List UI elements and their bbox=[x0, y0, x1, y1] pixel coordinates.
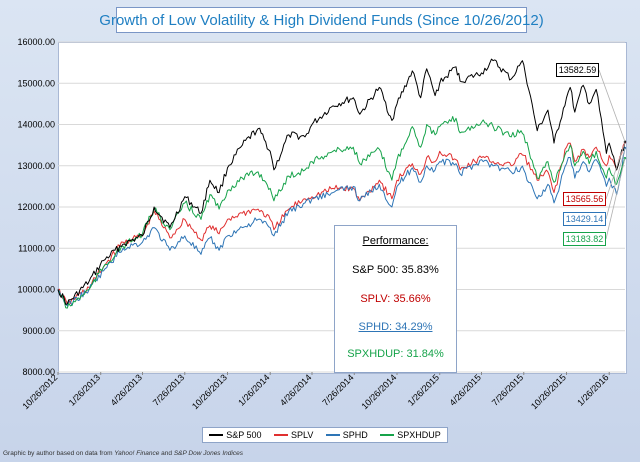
performance-sphd: SPHD: 34.29% bbox=[358, 321, 433, 333]
y-tick-label: 8000.00 bbox=[22, 367, 55, 377]
end-label-sphd-text: 13429.14 bbox=[565, 214, 604, 224]
y-tick-label: 9000.00 bbox=[22, 326, 55, 336]
x-tick-label: 4/26/2015 bbox=[448, 372, 483, 407]
legend-swatch-sphd bbox=[325, 434, 340, 436]
legend-swatch-sp500 bbox=[209, 434, 224, 436]
source-prefix: Graphic by author based on data from bbox=[3, 450, 115, 457]
legend-label-splv: SPLV bbox=[291, 430, 314, 440]
legend-item-sp500: S&P 500 bbox=[209, 430, 262, 440]
performance-splv: SPLV: 35.66% bbox=[360, 293, 431, 305]
x-tick-label: 10/26/2013 bbox=[190, 372, 229, 411]
y-tick-label: 13000.00 bbox=[17, 161, 55, 171]
source-spdj: S&P Dow Jones Indices bbox=[173, 450, 243, 457]
y-tick-label: 16000.00 bbox=[17, 37, 55, 47]
x-tick-label: 10/26/2015 bbox=[529, 372, 568, 411]
leader-line bbox=[598, 69, 626, 142]
leader-line bbox=[605, 142, 626, 200]
series-line-sp500 bbox=[57, 58, 626, 305]
legend-item-splv: SPLV bbox=[274, 430, 313, 440]
x-tick-label: 1/26/2015 bbox=[406, 372, 441, 407]
end-label-sphd: 13429.14 bbox=[563, 212, 606, 226]
y-tick-label: 10000.00 bbox=[17, 285, 55, 295]
x-tick-label: 10/26/2012 bbox=[20, 372, 59, 411]
legend-swatch-splv bbox=[274, 434, 288, 436]
leader-line bbox=[605, 158, 626, 240]
y-tick-label: 14000.00 bbox=[17, 120, 55, 130]
end-label-spxhdup-text: 13183.82 bbox=[565, 234, 604, 244]
leader-line bbox=[605, 147, 626, 220]
x-tick-label: 7/26/2014 bbox=[320, 372, 355, 407]
legend-label-sphd: SPHD bbox=[342, 430, 368, 440]
x-tick-label: 1/26/2016 bbox=[575, 372, 610, 407]
x-tick-label: 1/26/2014 bbox=[236, 372, 271, 407]
performance-title: Performance: bbox=[362, 235, 429, 247]
legend-item-spxhdup: SPXHDUP bbox=[380, 430, 441, 440]
source-and: and bbox=[159, 450, 174, 457]
x-tick-label: 1/26/2013 bbox=[67, 372, 102, 407]
end-label-sp500-text: 13582.59 bbox=[558, 65, 597, 75]
performance-sp500: S&P 500: 35.83% bbox=[352, 264, 439, 276]
end-label-spxhdup: 13183.82 bbox=[563, 232, 606, 246]
x-tick-label: 7/26/2013 bbox=[151, 372, 186, 407]
y-tick-label: 11000.00 bbox=[18, 243, 55, 253]
source-note: Graphic by author based on data from Yah… bbox=[3, 450, 243, 457]
end-label-splv: 13565.56 bbox=[563, 192, 606, 206]
legend-label-sp500: S&P 500 bbox=[226, 430, 262, 440]
end-label-sp500: 13582.59 bbox=[556, 63, 599, 77]
legend-label-spxhdup: SPXHDUP bbox=[397, 430, 441, 440]
y-tick-label: 12000.00 bbox=[17, 202, 55, 212]
series-line-sphd bbox=[57, 147, 626, 307]
x-tick-label: 4/26/2013 bbox=[109, 372, 144, 407]
end-label-splv-text: 13565.56 bbox=[565, 194, 604, 204]
legend: S&P 500 SPLV SPHD SPXHDUP bbox=[202, 427, 448, 443]
x-tick-label: 7/26/2015 bbox=[490, 372, 525, 407]
chart-title: Growth of Low Volatility & High Dividend… bbox=[99, 7, 544, 33]
source-yahoo: Yahoo! Finance bbox=[114, 450, 160, 457]
y-tick-label: 15000.00 bbox=[17, 78, 55, 88]
chart-title-text: Growth of Low Volatility & High Dividend… bbox=[99, 11, 544, 29]
performance-spxhdup: SPXHDUP: 31.84% bbox=[347, 348, 444, 360]
legend-swatch-spxhdup bbox=[380, 434, 395, 436]
x-tick-label: 4/26/2014 bbox=[278, 372, 313, 407]
legend-item-sphd: SPHD bbox=[325, 430, 368, 440]
performance-box: Performance: S&P 500: 35.83% SPLV: 35.66… bbox=[334, 225, 457, 373]
x-tick-label: 10/26/2014 bbox=[359, 372, 398, 411]
